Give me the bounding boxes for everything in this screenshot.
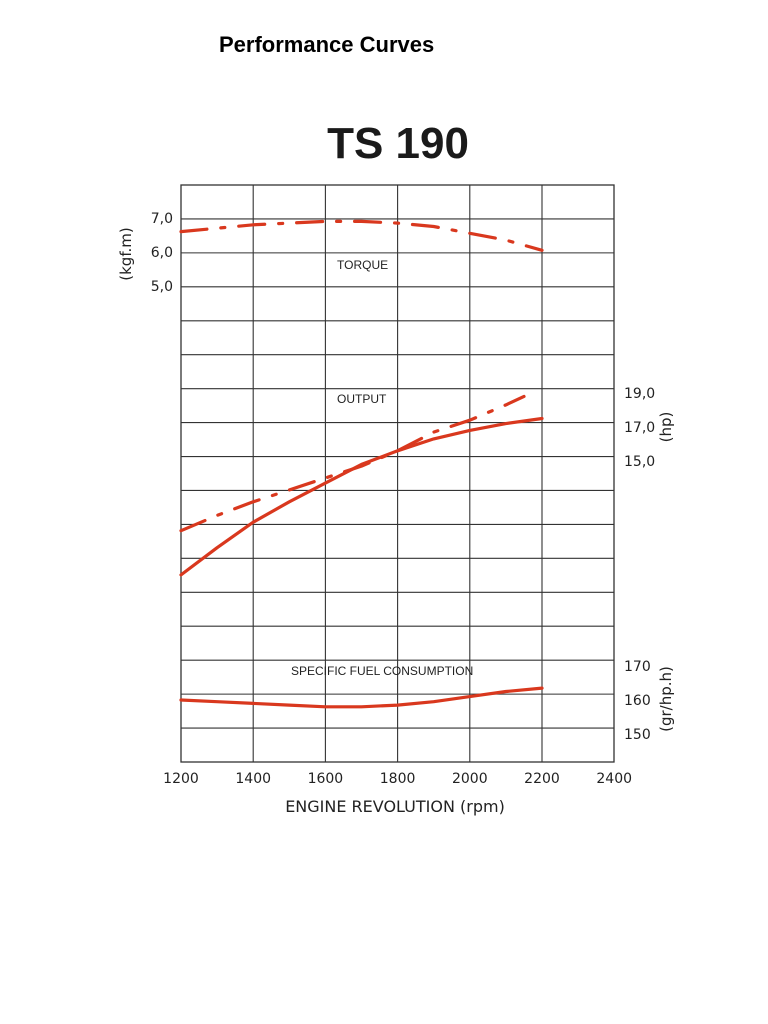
output-tick-label: 15,0 <box>624 454 655 470</box>
chart-curves <box>179 219 544 709</box>
axis-ticks: 1200 1400 1600 1800 2000 2200 2400 ENGINE REVOL… <box>117 211 675 816</box>
output-solid-curve <box>179 416 544 577</box>
torque-tick-label: 7,0 <box>151 211 173 227</box>
torque-tick-label: 5,0 <box>151 279 173 295</box>
chart-labels: TORQUE OUTPUT SPECIFIC FUEL CONSUMPTION <box>291 258 473 678</box>
x-tick-label: 1600 <box>308 771 344 787</box>
output-dashed-curve <box>179 394 526 533</box>
sfc-curve <box>179 686 544 709</box>
torque-axis-label: (kgf.m) <box>117 227 135 280</box>
x-tick-label: 2400 <box>596 771 632 787</box>
x-tick-label: 1800 <box>380 771 416 787</box>
output-axis-label: (hp) <box>657 412 675 443</box>
x-tick-label: 1200 <box>163 771 199 787</box>
sfc-tick-label: 160 <box>624 693 651 709</box>
sfc-axis-label: (gr/hp.h) <box>657 666 675 732</box>
output-tick-label: 19,0 <box>624 386 655 402</box>
sfc-tick-label: 150 <box>624 727 651 743</box>
output-tick-label: 17,0 <box>624 420 655 436</box>
page-title: Performance Curves <box>219 32 435 57</box>
torque-label: TORQUE <box>337 258 388 272</box>
torque-tick-label: 6,0 <box>151 245 173 261</box>
x-axis-label: ENGINE REVOLUTION (rpm) <box>285 797 505 816</box>
output-label: OUTPUT <box>337 392 387 406</box>
torque-curve <box>179 219 544 252</box>
sfc-tick-label: 170 <box>624 659 651 675</box>
chart-title: TS 190 <box>327 119 469 168</box>
x-tick-label: 2200 <box>524 771 560 787</box>
x-tick-label: 1400 <box>235 771 271 787</box>
x-tick-label: 2000 <box>452 771 488 787</box>
chart-grid <box>180 184 615 763</box>
sfc-label: SPECIFIC FUEL CONSUMPTION <box>291 664 473 678</box>
